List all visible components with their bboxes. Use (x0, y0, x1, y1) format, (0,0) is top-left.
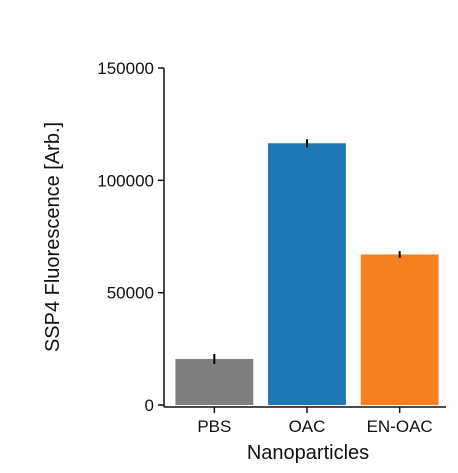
bar-en-oac (360, 254, 439, 405)
x-axis-label: Nanoparticles (247, 442, 369, 464)
y-tick-label: 0 (145, 396, 154, 415)
x-ticks-group: PBS OAC EN-OAC (197, 407, 433, 436)
error-bars-group (213, 139, 401, 364)
bars-group (175, 143, 439, 405)
bar-pbs (175, 358, 254, 405)
x-tick-label: EN-OAC (367, 417, 433, 436)
y-tick-label: 150000 (97, 59, 154, 78)
bar-oac (268, 143, 346, 405)
x-tick-label: PBS (197, 417, 231, 436)
y-axis-label: SSP4 Fluorescence [Arb.] (42, 122, 64, 352)
y-ticks-group: 0 50000 100000 150000 (97, 59, 164, 415)
y-tick-label: 100000 (97, 171, 154, 190)
y-tick-label: 50000 (107, 284, 154, 303)
x-tick-label: OAC (289, 417, 326, 436)
